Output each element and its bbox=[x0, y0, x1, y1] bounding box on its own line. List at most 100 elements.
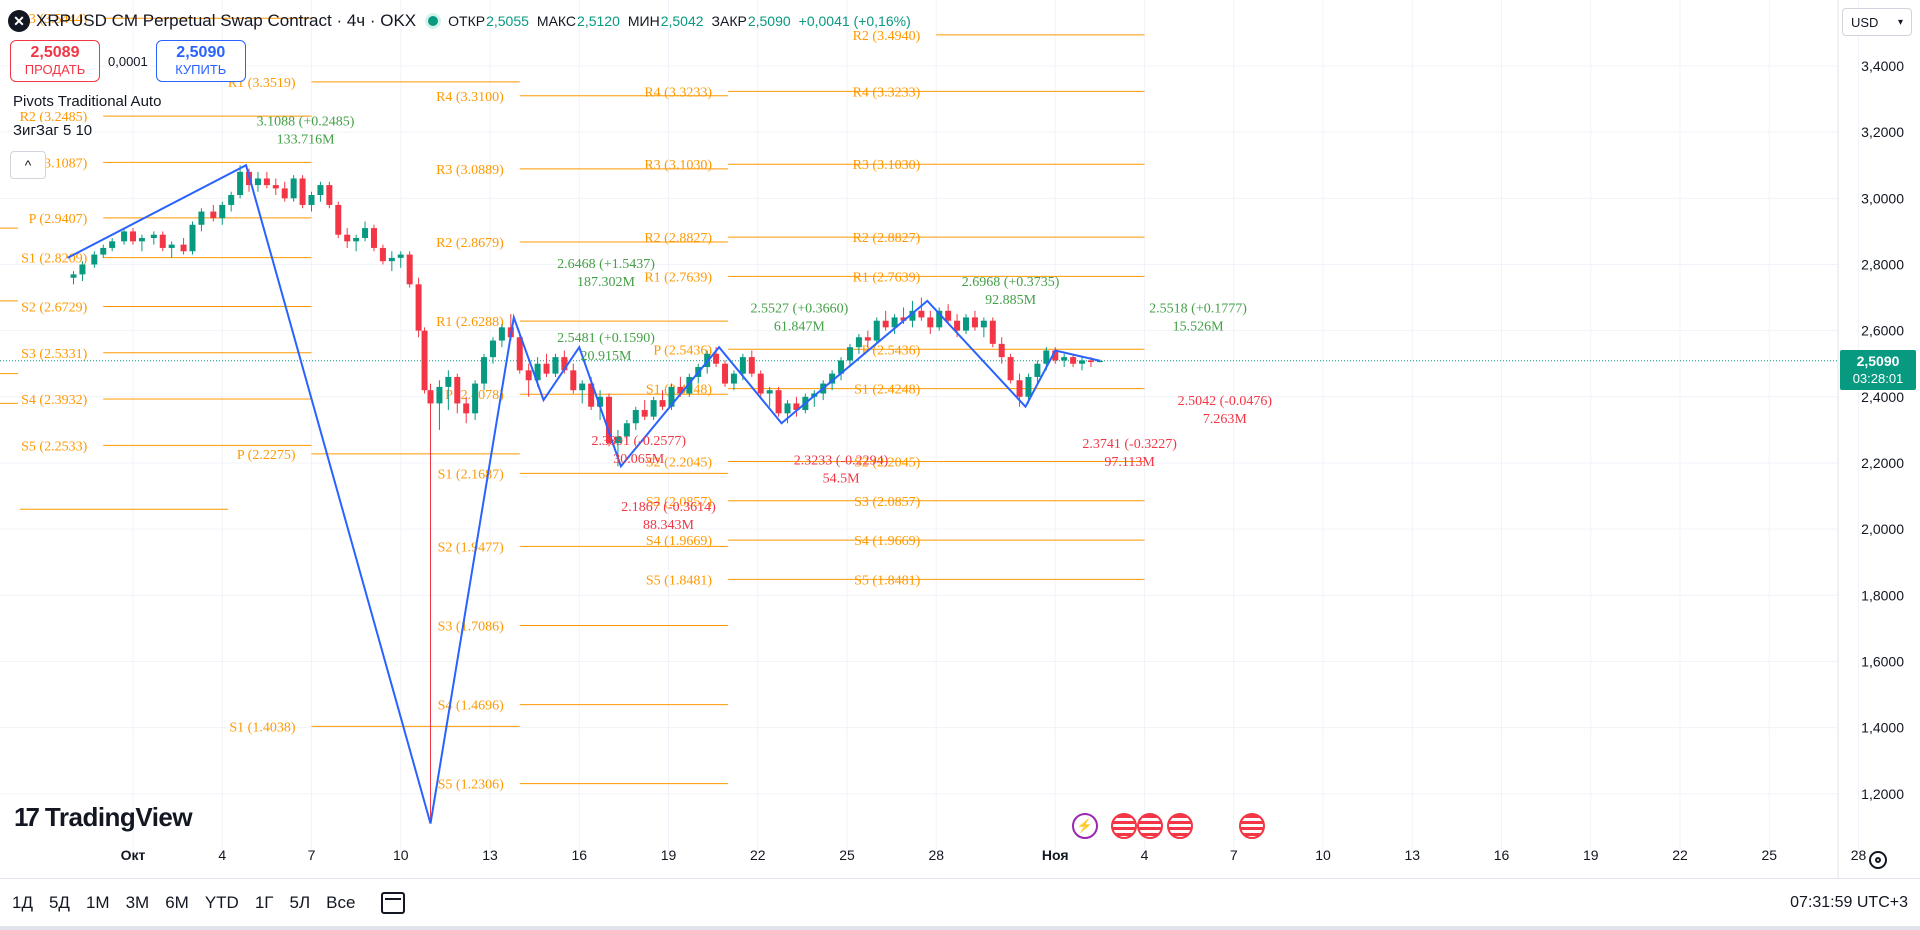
candle-down bbox=[793, 403, 800, 411]
candle-down bbox=[918, 310, 925, 318]
buy-label: КУПИТЬ bbox=[175, 62, 227, 77]
zigzag-label: 97.113M bbox=[1104, 455, 1155, 470]
zigzag-label: 61.847M bbox=[774, 319, 826, 334]
candle-down bbox=[998, 343, 1005, 358]
time-axis-label: 10 bbox=[1315, 847, 1331, 863]
time-axis-label: 4 bbox=[1141, 847, 1149, 863]
time-axis-label: 28 bbox=[1851, 847, 1867, 863]
pivot-level-label: S1 (2.4248) bbox=[854, 383, 920, 398]
zigzag-label: 92.885M bbox=[985, 293, 1037, 308]
candle-down bbox=[421, 330, 428, 391]
time-axis-label: Ноя bbox=[1042, 847, 1069, 863]
timeframe-button[interactable]: 5Л bbox=[289, 893, 311, 912]
candle-down bbox=[335, 204, 342, 235]
pivot-level-label: R2 (2.8827) bbox=[853, 231, 921, 246]
calendar-icon[interactable] bbox=[381, 892, 406, 914]
pivot-level-label: S4 (1.9669) bbox=[854, 534, 920, 549]
timeframe-button[interactable]: Все bbox=[326, 893, 356, 912]
pivots-indicator-title[interactable]: Pivots Traditional Auto bbox=[11, 93, 164, 110]
candle-up bbox=[650, 400, 657, 417]
pivot-level-label: S3 (2.0857) bbox=[646, 495, 712, 510]
candle-up bbox=[552, 357, 559, 374]
currency-selector[interactable]: USD ▾ bbox=[1842, 8, 1912, 36]
pivot-level-label: R2 (2.8827) bbox=[644, 231, 712, 246]
us-flag-event-icon[interactable] bbox=[1137, 813, 1164, 839]
zigzag-label: 7.263M bbox=[1203, 412, 1248, 427]
zigzag-line bbox=[67, 163, 1101, 824]
bottom-toolbar: 1Д 5Д 1М 3М 6М YTD 1Г 5Л Все 07:31:59 UTC+3 bbox=[0, 878, 1920, 927]
tradingview-logo[interactable]: 17 TradingView bbox=[14, 802, 193, 833]
clock[interactable]: 07:31:59 UTC+3 bbox=[1790, 894, 1908, 911]
candle-up bbox=[189, 224, 196, 252]
price-axis-label: 3,0000 bbox=[1861, 190, 1904, 206]
candle-up bbox=[1043, 350, 1050, 364]
pivot-level-label: S1 (2.1687) bbox=[438, 467, 504, 482]
candle-up bbox=[100, 247, 107, 255]
candle-up bbox=[445, 376, 452, 387]
candle-down bbox=[989, 320, 996, 344]
candle-down bbox=[344, 234, 351, 242]
sell-button[interactable]: 2,5089 ПРОДАТЬ bbox=[10, 40, 100, 82]
zigzag-label: 2.6968 (+0.3735) bbox=[962, 275, 1060, 290]
pivot-level-label: R3 (3.1030) bbox=[853, 158, 921, 173]
high-label: МАКС bbox=[536, 13, 577, 29]
market-status-dot[interactable] bbox=[428, 16, 439, 26]
candle-up bbox=[963, 317, 969, 331]
symbol-title[interactable]: XRPUSD CM Perpetual Swap Contract · 4ч ·… bbox=[36, 11, 417, 30]
candle-up bbox=[388, 257, 395, 262]
time-axis-label: 28 bbox=[928, 847, 944, 863]
candle-up bbox=[1025, 376, 1032, 397]
zigzag-label: 2.3891 (-0.2577) bbox=[592, 434, 687, 449]
us-flag-event-icon[interactable] bbox=[1110, 813, 1137, 839]
candle-up bbox=[498, 327, 505, 341]
zigzag-indicator-title[interactable]: ЗигЗаг 5 10 bbox=[11, 122, 95, 139]
zigzag-label: 88.343M bbox=[643, 518, 695, 533]
candle-down bbox=[299, 178, 306, 205]
zigzag-label: 20.915M bbox=[581, 349, 633, 364]
timeframe-button[interactable]: 1М bbox=[85, 893, 110, 912]
buy-button[interactable]: 2,5090 КУПИТЬ bbox=[155, 40, 246, 82]
candle-down bbox=[543, 363, 550, 374]
candle-down bbox=[1070, 357, 1077, 364]
zigzag-label: 2.5481 (+0.1590) bbox=[557, 331, 655, 346]
candle-up bbox=[632, 410, 639, 424]
settings-gear-icon[interactable] bbox=[1869, 851, 1887, 869]
candle-down bbox=[463, 403, 470, 414]
timeframe-button[interactable]: 1Д bbox=[12, 893, 33, 912]
time-axis-label: 13 bbox=[1404, 847, 1420, 863]
us-flag-event-icon[interactable] bbox=[1167, 813, 1194, 839]
candle-up bbox=[891, 317, 898, 328]
price-axis-label: 2,6000 bbox=[1861, 323, 1904, 339]
candle-down bbox=[606, 396, 612, 444]
candle-up bbox=[70, 274, 77, 278]
candle-up bbox=[1061, 357, 1068, 361]
timeframe-button[interactable]: 3М bbox=[125, 893, 150, 912]
candle-down bbox=[1052, 350, 1059, 361]
timeframe-button[interactable]: 1Г bbox=[254, 893, 274, 912]
low-value: 2,5042 bbox=[660, 13, 704, 29]
pivot-level-label: S1 (2.8209) bbox=[21, 252, 87, 267]
candle-down bbox=[427, 390, 434, 404]
price-axis-label: 1,8000 bbox=[1861, 587, 1904, 603]
price-axis-label: 2,0000 bbox=[1861, 521, 1904, 537]
trade-panel: 2,5089 ПРОДАТЬ 0,0001 2,5090 КУПИТЬ bbox=[10, 40, 246, 82]
candle-down bbox=[210, 211, 217, 219]
spread-value: 0,0001 bbox=[108, 53, 148, 69]
timeframe-button[interactable]: 5Д bbox=[48, 893, 70, 912]
zigzag-label: 133.716M bbox=[277, 133, 336, 148]
us-flag-event-icon[interactable] bbox=[1238, 813, 1265, 839]
timeframe-button[interactable]: 6М bbox=[165, 893, 189, 912]
candle-up bbox=[936, 310, 943, 328]
candle-down bbox=[454, 376, 461, 404]
timeframe-button[interactable]: YTD bbox=[204, 893, 239, 912]
pivot-level-label: P (2.2275) bbox=[237, 448, 296, 463]
lightning-event-icon[interactable]: ⚡ bbox=[1072, 813, 1098, 839]
candle-down bbox=[882, 320, 889, 328]
candle-up bbox=[290, 178, 297, 199]
candle-down bbox=[159, 234, 166, 248]
pivot-level-label: S5 (1.2306) bbox=[438, 778, 504, 793]
candle-down bbox=[748, 357, 755, 374]
collapse-indicators-button[interactable]: ^ bbox=[10, 151, 46, 179]
pivot-level-label: P (2.9407) bbox=[29, 212, 88, 227]
